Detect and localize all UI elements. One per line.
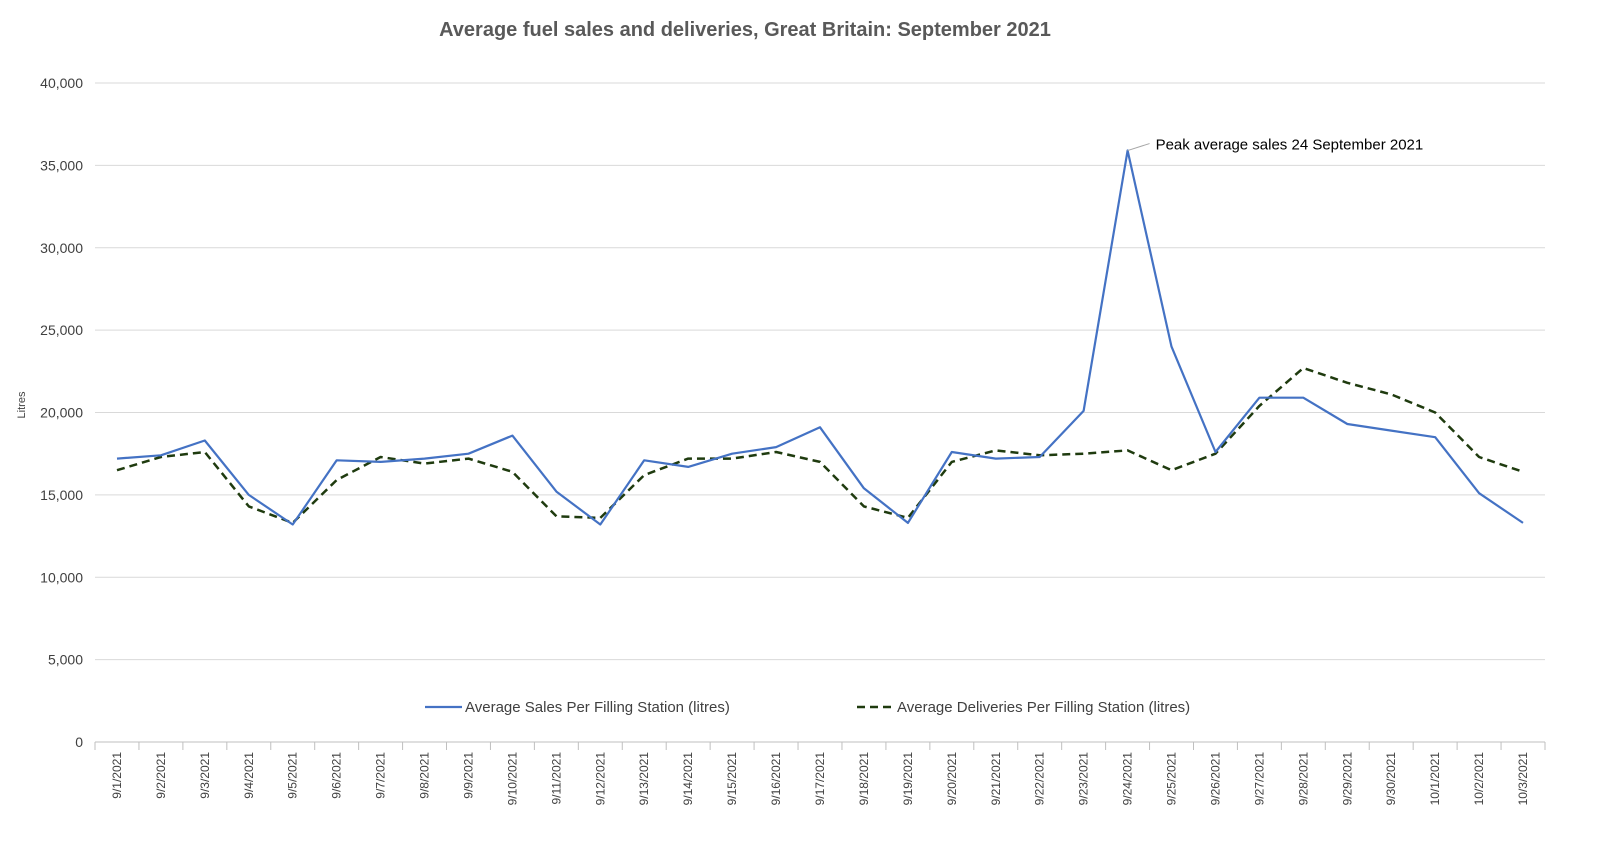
- x-tick-label: 9/19/2021: [901, 752, 915, 806]
- x-tick-label: 9/30/2021: [1384, 752, 1398, 806]
- y-tick-label: 15,000: [40, 487, 83, 503]
- legend-label: Average Sales Per Filling Station (litre…: [465, 699, 730, 716]
- sales-series-line: [116, 149, 1524, 526]
- y-axis-label: Litres: [16, 391, 28, 418]
- series-lines: [116, 149, 1524, 526]
- y-tick-label: 25,000: [40, 322, 83, 338]
- x-tick-label: 9/17/2021: [813, 752, 827, 806]
- deliveries-series-line: [116, 366, 1524, 525]
- x-tick-label: 10/3/2021: [1516, 752, 1530, 806]
- x-axis-ticks: 9/1/2021 9/2/2021 9/3/2021 9/4/2021 9/5/2021…: [94, 742, 1546, 806]
- x-tick-label: 9/29/2021: [1340, 752, 1354, 806]
- x-tick-label: 9/9/2021: [461, 752, 475, 799]
- peak-annotation: Peak average sales 24 September 2021: [1156, 137, 1424, 154]
- x-tick-label: 9/15/2021: [725, 752, 739, 806]
- legend-label: Average Deliveries Per Filling Station (…: [897, 699, 1190, 716]
- x-tick-label: 9/26/2021: [1208, 752, 1222, 806]
- chart-title: Average fuel sales and deliveries, Great…: [439, 19, 1051, 41]
- x-tick-label: 9/11/2021: [549, 752, 563, 805]
- x-tick-label: 9/13/2021: [637, 752, 651, 806]
- x-tick-label: 9/16/2021: [769, 752, 783, 806]
- x-tick-label: 9/7/2021: [374, 752, 388, 799]
- gridlines: [95, 82, 1545, 743]
- y-tick-label: 5,000: [48, 652, 83, 668]
- y-axis-ticks: 0 5,000 10,000 15,000 20,000 25,000 30,000 35,0…: [40, 75, 83, 750]
- x-tick-label: 9/24/2021: [1121, 752, 1135, 806]
- y-tick-label: 20,000: [40, 405, 83, 421]
- y-tick-label: 0: [75, 734, 83, 750]
- y-tick-label: 10,000: [40, 569, 83, 585]
- x-tick-label: 9/14/2021: [681, 752, 695, 806]
- x-tick-label: 9/8/2021: [418, 752, 432, 799]
- annotations: Peak average sales 24 September 2021: [1127, 137, 1424, 154]
- x-tick-label: 9/20/2021: [945, 752, 959, 806]
- x-tick-label: 9/4/2021: [242, 752, 256, 799]
- y-tick-label: 35,000: [40, 157, 83, 173]
- x-tick-label: 9/25/2021: [1165, 752, 1179, 806]
- x-tick-label: 9/21/2021: [989, 752, 1003, 806]
- x-tick-label: 10/1/2021: [1428, 752, 1442, 806]
- x-tick-label: 9/28/2021: [1296, 752, 1310, 806]
- x-tick-label: 9/3/2021: [198, 752, 212, 799]
- x-tick-label: 9/10/2021: [505, 752, 519, 806]
- x-tick-label: 9/1/2021: [110, 752, 124, 799]
- y-tick-label: 40,000: [40, 75, 83, 91]
- legend: Average Sales Per Filling Station (litre…: [425, 699, 1190, 716]
- x-tick-label: 9/5/2021: [286, 752, 300, 799]
- x-tick-label: 9/6/2021: [330, 752, 344, 799]
- x-tick-label: 9/27/2021: [1252, 752, 1266, 806]
- x-tick-label: 10/2/2021: [1472, 752, 1486, 806]
- x-tick-label: 9/18/2021: [857, 752, 871, 806]
- x-tick-label: 9/12/2021: [593, 752, 607, 806]
- annotation-leader-line: [1127, 143, 1150, 152]
- x-tick-label: 9/2/2021: [154, 752, 168, 799]
- y-tick-label: 30,000: [40, 240, 83, 256]
- x-tick-label: 9/22/2021: [1033, 752, 1047, 806]
- x-tick-label: 9/23/2021: [1077, 752, 1091, 806]
